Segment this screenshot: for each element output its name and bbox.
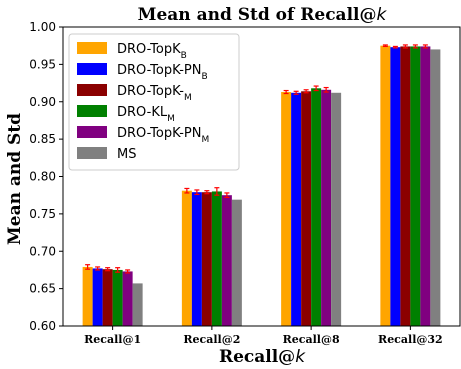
- bar: [201, 192, 212, 326]
- bar: [311, 88, 322, 326]
- y-tick-label: 0.75: [29, 207, 56, 221]
- bar: [380, 45, 391, 326]
- bar: [82, 266, 93, 326]
- legend: DRO-TopKB DRO-TopK-PNB DRO-TopK-M DRO-KLM DR…: [68, 33, 240, 171]
- error-bars: [85, 44, 428, 274]
- y-tick-label: 0.85: [29, 132, 56, 146]
- legend-swatch: [77, 147, 107, 159]
- y-tick-label: 0.95: [29, 57, 56, 71]
- bar: [102, 269, 113, 326]
- bar: [291, 92, 302, 326]
- bar: [132, 283, 143, 326]
- legend-swatch: [77, 84, 107, 96]
- legend-entry: DRO-TopK-PNM: [117, 126, 209, 145]
- y-tick-label: 0.60: [29, 319, 56, 333]
- y-tick-label: 0.80: [29, 170, 56, 184]
- bar: [420, 46, 431, 327]
- bar: [390, 47, 401, 327]
- x-tick-label: Recall@2: [183, 333, 240, 346]
- legend-swatch: [77, 42, 107, 54]
- y-tick-label: 0.70: [29, 244, 56, 258]
- legend-swatch: [77, 105, 107, 117]
- legend-entry: MS: [117, 147, 136, 162]
- x-tick-label: Recall@8: [283, 333, 340, 346]
- bar: [301, 91, 312, 326]
- bar: [231, 199, 242, 326]
- legend-entry: DRO-TopK-M: [117, 84, 192, 103]
- bar: [181, 190, 192, 326]
- legend-swatch: [77, 126, 107, 138]
- bar: [122, 271, 133, 326]
- bar: [92, 268, 103, 326]
- x-tick-label: Recall@1: [84, 333, 141, 346]
- x-tick-label: Recall@32: [378, 333, 443, 346]
- y-tick-label: 0.65: [29, 282, 56, 296]
- bar: [430, 49, 441, 327]
- chart-title: Mean and Std of Recall@k: [138, 5, 388, 25]
- bar: [331, 92, 342, 326]
- legend-entry: DRO-KLM: [117, 105, 175, 124]
- y-tick-label: 0.90: [29, 95, 56, 109]
- legend-frame: [68, 33, 240, 171]
- bar: [321, 89, 332, 326]
- bar: [281, 92, 292, 326]
- bar: [191, 192, 202, 326]
- y-axis-label: Mean and Std: [5, 113, 25, 245]
- bar: [410, 46, 421, 327]
- axes: 0.60 0.65 0.70 0.75 0.80 0.85 0.90 0.95 1.00 Reca…: [29, 20, 461, 346]
- bar: [221, 195, 232, 326]
- bar: [211, 191, 222, 326]
- bar: [400, 46, 411, 327]
- bars: [82, 45, 441, 327]
- bar: [112, 269, 123, 326]
- legend-entry: DRO-TopKB: [117, 42, 187, 61]
- legend-swatch: [77, 63, 107, 75]
- x-axis-label: Recall@k: [219, 347, 306, 367]
- y-tick-label: 1.00: [29, 20, 56, 34]
- legend-entry: DRO-TopK-PNB: [117, 63, 208, 82]
